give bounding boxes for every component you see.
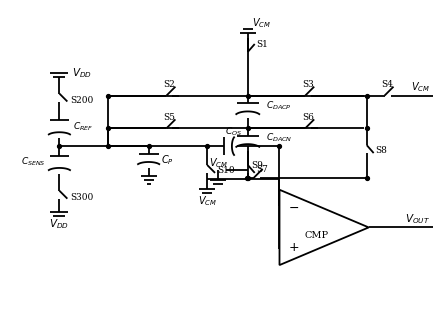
Text: $V_{CM}$: $V_{CM}$ bbox=[198, 194, 217, 208]
Text: $C_{SENS}$: $C_{SENS}$ bbox=[21, 156, 46, 168]
Text: $V_{CM}$: $V_{CM}$ bbox=[411, 80, 430, 93]
Text: S6: S6 bbox=[302, 113, 314, 122]
Text: S4: S4 bbox=[381, 80, 393, 89]
Text: $C_{OS}$: $C_{OS}$ bbox=[225, 126, 242, 138]
Text: S9: S9 bbox=[251, 161, 263, 170]
Text: $C_{DACN}$: $C_{DACN}$ bbox=[266, 132, 292, 144]
Text: S300: S300 bbox=[70, 193, 93, 202]
Text: $C_{REF}$: $C_{REF}$ bbox=[73, 120, 93, 133]
Text: S2: S2 bbox=[163, 80, 175, 89]
Text: $C_P$: $C_P$ bbox=[160, 153, 173, 167]
Text: S8: S8 bbox=[376, 146, 388, 155]
Text: $V_{DD}$: $V_{DD}$ bbox=[50, 218, 70, 231]
Text: $+$: $+$ bbox=[288, 241, 299, 254]
Text: S10: S10 bbox=[217, 166, 235, 175]
Text: CMP: CMP bbox=[304, 231, 328, 240]
Text: S1: S1 bbox=[256, 39, 268, 48]
Text: $V_{DD}$: $V_{DD}$ bbox=[72, 66, 92, 80]
Text: S200: S200 bbox=[70, 96, 93, 105]
Text: $V_{OUT}$: $V_{OUT}$ bbox=[405, 213, 430, 226]
Text: S5: S5 bbox=[163, 113, 175, 122]
Text: $V_{CM}$: $V_{CM}$ bbox=[252, 16, 271, 30]
Text: $-$: $-$ bbox=[288, 201, 299, 214]
Text: S7: S7 bbox=[256, 165, 268, 174]
Text: S3: S3 bbox=[303, 80, 314, 89]
Text: $V_{CM}$: $V_{CM}$ bbox=[210, 156, 229, 170]
Text: $C_{DACP}$: $C_{DACP}$ bbox=[266, 99, 291, 112]
